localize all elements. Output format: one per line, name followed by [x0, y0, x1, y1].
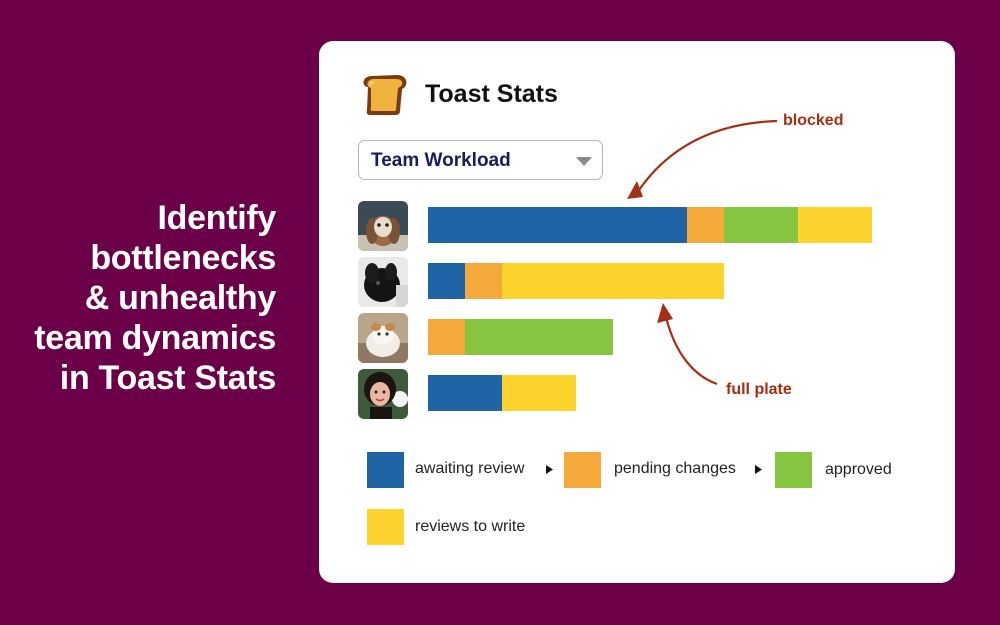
- headline-line: team dynamics: [34, 319, 276, 357]
- blocked-arrow: [636, 119, 778, 194]
- bar-member-4: [428, 375, 576, 411]
- blocked-arrowhead: [627, 181, 643, 199]
- bar-segment-awaiting-review: [428, 207, 687, 243]
- legend-swatch-reviews-to-write: [367, 509, 404, 545]
- view-select-value: Team Workload: [371, 150, 511, 171]
- avatar-member-2: [358, 257, 408, 307]
- full-plate-arrow: [663, 312, 718, 386]
- legend-label-reviews-to-write: reviews to write: [415, 518, 526, 535]
- bar-segment-approved: [724, 207, 798, 243]
- legend-label-approved: approved: [825, 461, 892, 478]
- avatar-member-3: [358, 313, 408, 363]
- legend-swatch-awaiting-review: [367, 452, 404, 488]
- bar-segment-pending-changes: [465, 263, 502, 299]
- full-plate-arrowhead: [657, 303, 673, 323]
- avatar-member-4: [358, 369, 408, 419]
- bar-segment-reviews-to-write: [502, 263, 724, 299]
- bar-segment-awaiting-review: [428, 375, 502, 411]
- bar-segment-reviews-to-write: [502, 375, 576, 411]
- bar-segment-awaiting-review: [428, 263, 465, 299]
- headline-line: Identify: [157, 199, 277, 237]
- chevron-down-icon[interactable]: [576, 157, 592, 166]
- headline-line: in Toast Stats: [59, 359, 277, 397]
- caret-right-icon: [755, 465, 762, 474]
- bar-segment-approved: [465, 319, 613, 355]
- caret-right-icon: [546, 465, 553, 474]
- legend-swatch-pending-changes: [564, 452, 601, 488]
- avatar-member-1: [358, 201, 408, 251]
- bar-segment-pending-changes: [687, 207, 724, 243]
- app-title: Toast Stats: [425, 80, 558, 108]
- view-select[interactable]: Team Workload: [358, 140, 603, 180]
- bar-segment-reviews-to-write: [798, 207, 872, 243]
- stats-card: Toast Stats Team Workload: [319, 41, 955, 583]
- legend-label-awaiting-review: awaiting review: [415, 460, 525, 477]
- legend-swatch-approved: [775, 452, 812, 488]
- bar-segment-pending-changes: [428, 319, 465, 355]
- legend-label-pending-changes: pending changes: [614, 460, 736, 477]
- bar-member-2: [428, 263, 724, 299]
- annotation-arrows: [627, 119, 778, 386]
- headline-line: & unhealthy: [84, 279, 277, 317]
- headline: Identify bottlenecks & unhealthy team dy…: [0, 198, 276, 398]
- annotation-full-plate: full plate: [726, 381, 792, 398]
- annotation-blocked: blocked: [783, 112, 844, 129]
- bar-member-3: [428, 319, 613, 355]
- toast-icon: [363, 75, 407, 115]
- bar-member-1: [428, 207, 872, 243]
- headline-line: bottlenecks: [90, 239, 276, 277]
